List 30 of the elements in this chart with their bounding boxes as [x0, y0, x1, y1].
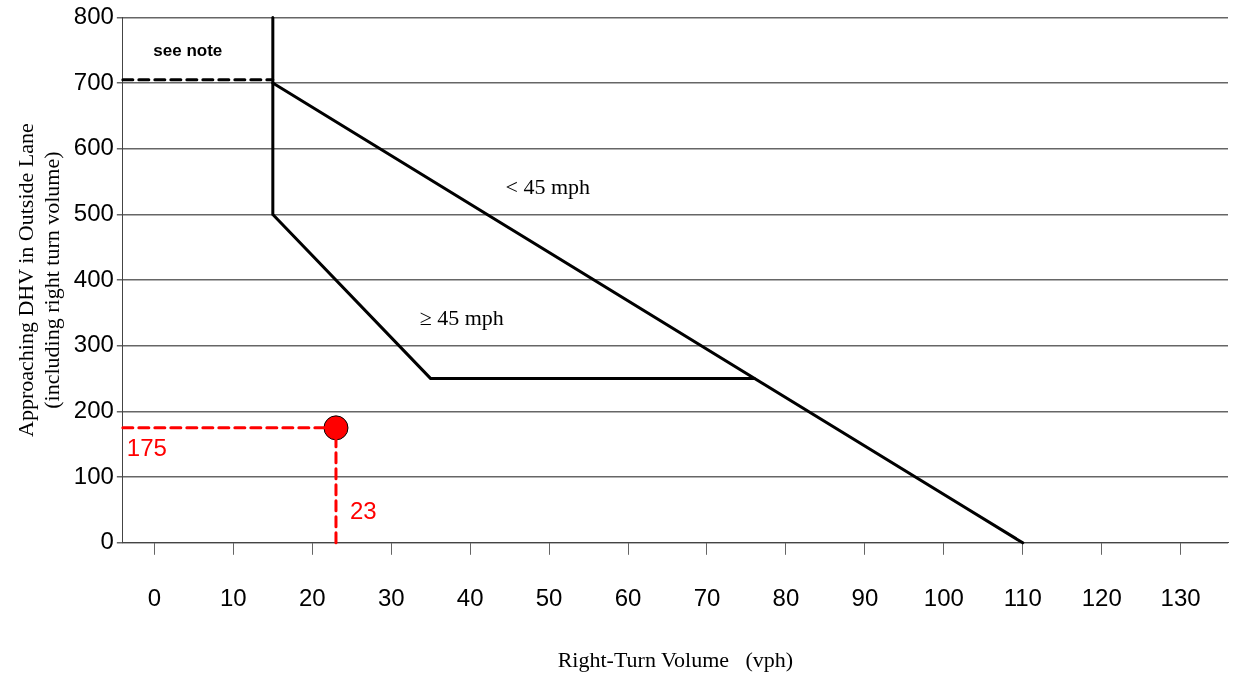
- y-tick-label: 400: [73, 264, 114, 292]
- y-tick-label: 100: [73, 461, 114, 489]
- y-tick-label: 0: [100, 527, 114, 555]
- x-tick-label: 80: [772, 583, 800, 611]
- x-tick-label: 90: [851, 583, 879, 611]
- x-tick-label: 60: [614, 583, 642, 611]
- annotation: 175: [126, 434, 167, 462]
- y-tick-label: 700: [73, 67, 114, 95]
- x-tick-label: 10: [220, 583, 247, 611]
- y-tick-label: 300: [73, 330, 114, 358]
- x-tick-label: 30: [377, 583, 405, 611]
- y-tick-label: 600: [73, 133, 114, 161]
- y-tick-label: 500: [73, 199, 114, 227]
- series-label: ≥ 45 mph: [419, 305, 504, 331]
- y-tick-label: 200: [73, 396, 114, 424]
- x-tick-label: 110: [1003, 583, 1042, 611]
- y-axis-title: Approaching DHV in Outside Lane (including right turn volume): [12, 123, 65, 437]
- annotation: 23: [349, 497, 377, 525]
- x-tick-label: 120: [1081, 583, 1122, 611]
- x-axis-title: Right-Turn Volume (vph): [557, 646, 794, 672]
- x-tick-label: 130: [1160, 583, 1201, 611]
- series-label: see note: [153, 41, 223, 61]
- y-tick-label: 800: [73, 2, 114, 30]
- x-tick-label: 20: [298, 583, 326, 611]
- x-tick-label: 100: [923, 583, 964, 611]
- x-tick-label: 40: [456, 583, 484, 611]
- x-tick-label: 70: [693, 583, 721, 611]
- x-tick-label: 50: [535, 583, 563, 611]
- x-tick-label: 0: [147, 583, 162, 611]
- series-label: < 45 mph: [505, 173, 591, 199]
